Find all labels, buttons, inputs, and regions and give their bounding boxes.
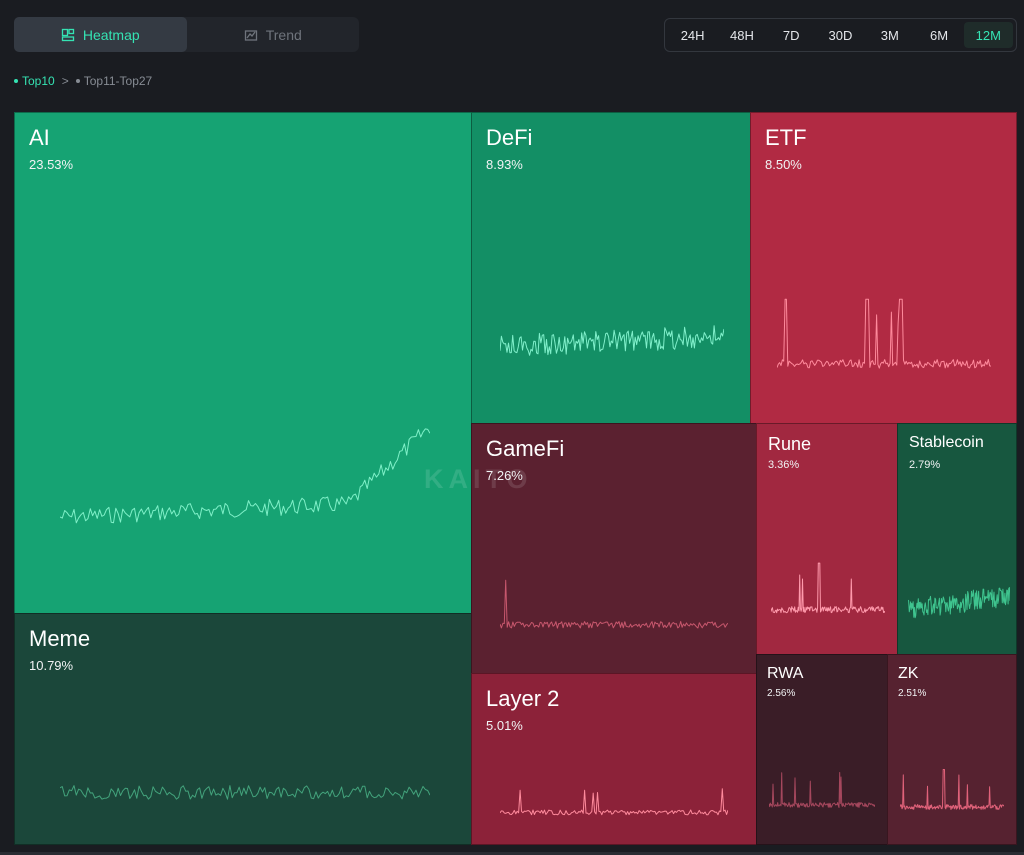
- active-dot-icon: [14, 79, 18, 83]
- sparkline-path: [777, 298, 991, 369]
- tile-zk-sparkline: [900, 769, 1004, 810]
- tile-zk-pct: 2.51%: [898, 688, 927, 699]
- tile-layer2-name: Layer 2: [486, 686, 560, 711]
- heatmap-icon: [61, 28, 74, 41]
- tile-layer2-pct: 5.01%: [486, 718, 523, 733]
- sparkline-path: [769, 772, 875, 808]
- tile-meme-sparkline: [60, 785, 430, 800]
- tile-layer2[interactable]: Layer 2 5.01%: [471, 673, 757, 845]
- breadcrumb: Top10 > Top11-Top27: [14, 74, 152, 88]
- range-12m[interactable]: 12M: [963, 22, 1013, 48]
- tile-etf-pct: 8.50%: [765, 157, 802, 172]
- chevron-right-icon: >: [61, 74, 69, 88]
- tile-rune-pct: 3.36%: [768, 459, 800, 471]
- tile-zk[interactable]: ZK 2.51%: [887, 654, 1017, 845]
- time-range-selector: 24H 48H 7D 30D 3M 6M 12M: [664, 18, 1017, 52]
- sparkline-path: [60, 428, 430, 524]
- tile-gamefi[interactable]: GameFi 7.26%: [471, 423, 757, 674]
- range-30d[interactable]: 30D: [828, 27, 853, 43]
- sector-treemap: AI 23.53% DeFi 8.93% ETF 8.50% Meme 10.7…: [14, 112, 1017, 845]
- tile-rwa-pct: 2.56%: [767, 688, 796, 699]
- tab-trend[interactable]: Trend: [187, 17, 360, 52]
- tab-heatmap-label: Heatmap: [82, 26, 140, 43]
- view-switcher: Heatmap Trend: [14, 17, 359, 52]
- tile-etf[interactable]: ETF 8.50%: [750, 112, 1017, 424]
- tile-rwa-sparkline: [769, 772, 875, 808]
- crumb-top10-label: Top10: [22, 74, 55, 88]
- sparkline-path: [500, 325, 724, 356]
- tile-rwa[interactable]: RWA 2.56%: [756, 654, 888, 845]
- tile-defi[interactable]: DeFi 8.93%: [471, 112, 751, 424]
- sparkline-path: [771, 562, 885, 614]
- range-7d[interactable]: 7D: [782, 27, 800, 43]
- sparkline-path: [908, 587, 1010, 619]
- range-48h[interactable]: 48H: [729, 27, 754, 43]
- tile-rwa-name: RWA: [767, 665, 804, 682]
- tile-ai-sparkline: [60, 428, 430, 524]
- tab-heatmap[interactable]: Heatmap: [14, 17, 187, 52]
- tile-ai-name: AI: [29, 125, 50, 150]
- tile-defi-pct: 8.93%: [486, 157, 523, 172]
- range-3m[interactable]: 3M: [880, 27, 899, 43]
- tile-gamefi-sparkline: [500, 579, 728, 629]
- crumb-top11-top27[interactable]: Top11-Top27: [75, 74, 153, 88]
- tile-etf-name: ETF: [765, 125, 807, 150]
- tile-meme-name: Meme: [29, 626, 91, 651]
- crumb-top10[interactable]: Top10: [14, 74, 55, 88]
- tile-meme[interactable]: Meme 10.79%: [14, 613, 472, 845]
- trend-icon: [244, 29, 257, 41]
- range-24h[interactable]: 24H: [680, 27, 705, 43]
- tile-rune-sparkline: [771, 562, 885, 614]
- tile-zk-name: ZK: [898, 665, 919, 682]
- tile-defi-sparkline: [500, 325, 724, 356]
- tile-stablecoin[interactable]: Stablecoin 2.79%: [897, 423, 1017, 655]
- sparkline-path: [500, 579, 728, 629]
- sparkline-path: [500, 788, 728, 816]
- tile-stablecoin-pct: 2.79%: [909, 459, 941, 471]
- tile-ai-pct: 23.53%: [29, 157, 74, 172]
- tile-rune[interactable]: Rune 3.36%: [756, 423, 898, 655]
- range-6m[interactable]: 6M: [930, 27, 949, 43]
- crumb-top11-top27-label: Top11-Top27: [83, 74, 153, 88]
- sparkline-path: [900, 769, 1004, 810]
- tile-rune-name: Rune: [768, 434, 812, 454]
- bottom-divider: [0, 852, 1024, 855]
- inactive-dot-icon: [75, 79, 80, 83]
- tile-defi-name: DeFi: [486, 125, 533, 150]
- tab-trend-label: Trend: [265, 26, 302, 43]
- tile-gamefi-name: GameFi: [486, 436, 565, 461]
- tile-ai[interactable]: AI 23.53%: [14, 112, 472, 614]
- tile-meme-pct: 10.79%: [29, 658, 74, 673]
- tile-stablecoin-name: Stablecoin: [909, 434, 984, 451]
- tile-layer2-sparkline: [500, 788, 728, 816]
- tile-etf-sparkline: [777, 298, 991, 369]
- tile-stablecoin-sparkline: [908, 587, 1010, 619]
- sparkline-path: [60, 785, 430, 800]
- tile-gamefi-pct: 7.26%: [486, 468, 523, 483]
